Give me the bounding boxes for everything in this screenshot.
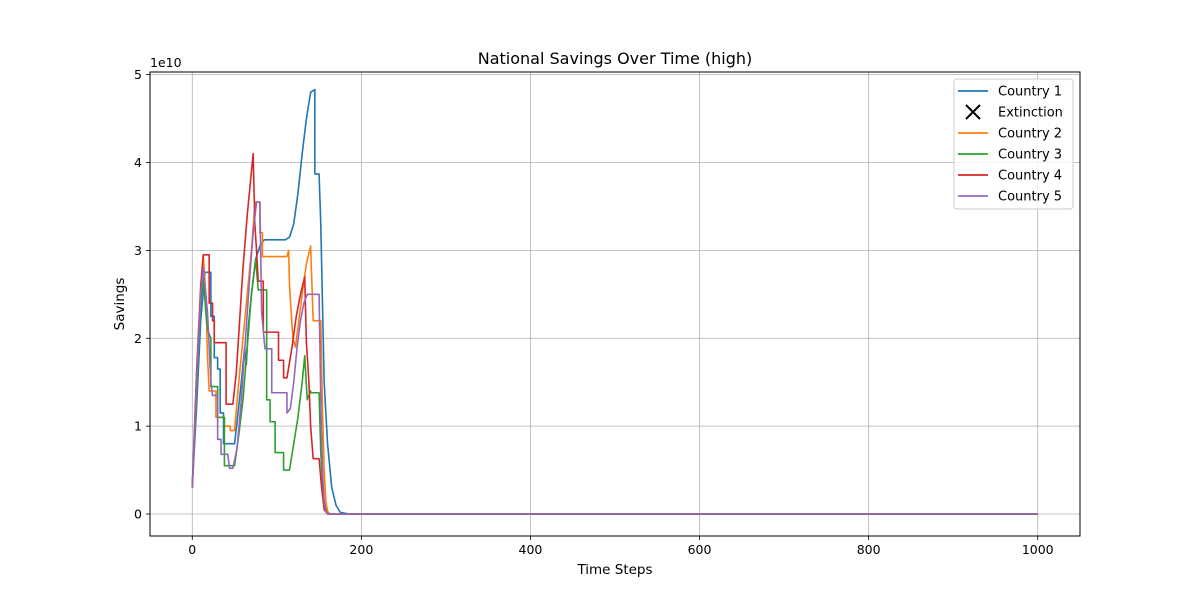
legend-marker-x xyxy=(965,104,981,120)
y-tick-label: 5 xyxy=(134,67,142,82)
x-tick-label: 1000 xyxy=(1022,542,1054,557)
legend-box xyxy=(953,78,1074,210)
legend-label: Country 1 xyxy=(998,85,1062,100)
y-offset-label: 1e10 xyxy=(150,55,182,70)
legend-label: Country 5 xyxy=(998,190,1062,205)
series-line-country-4 xyxy=(191,152,1038,515)
legend: Country 1 Extinction Country 2 Country 3 Cou… xyxy=(953,78,1074,210)
plot-area-frame xyxy=(149,71,1081,537)
x-tick-label: 600 xyxy=(688,542,712,557)
x-axis-label: Time Steps xyxy=(576,562,652,578)
series-line-country-1 xyxy=(191,88,1038,515)
x-tick-label: 200 xyxy=(349,542,373,557)
legend-label: Extinction xyxy=(998,106,1063,121)
y-axis-label: Savings xyxy=(112,278,128,331)
x-tick-label: 800 xyxy=(857,542,881,557)
x-tick-label: 0 xyxy=(188,542,196,557)
y-tick-label: 1 xyxy=(134,419,142,434)
legend-label: Country 4 xyxy=(998,169,1062,184)
y-tick-label: 0 xyxy=(134,507,142,522)
x-axis-ticks: 0 200 400 600 800 1000 xyxy=(188,536,1054,557)
chart-title: National Savings Over Time (high) xyxy=(478,49,753,68)
y-tick-label: 4 xyxy=(134,155,142,170)
y-tick-label: 2 xyxy=(134,331,142,346)
legend-label: Country 2 xyxy=(998,127,1062,142)
x-tick-label: 400 xyxy=(519,542,543,557)
y-axis-ticks: 0 1 2 3 4 5 xyxy=(134,67,150,522)
series-lines xyxy=(191,88,1038,515)
legend-label: Country 3 xyxy=(998,148,1062,163)
y-tick-label: 3 xyxy=(134,243,142,258)
series-line-country-5 xyxy=(191,201,1038,515)
